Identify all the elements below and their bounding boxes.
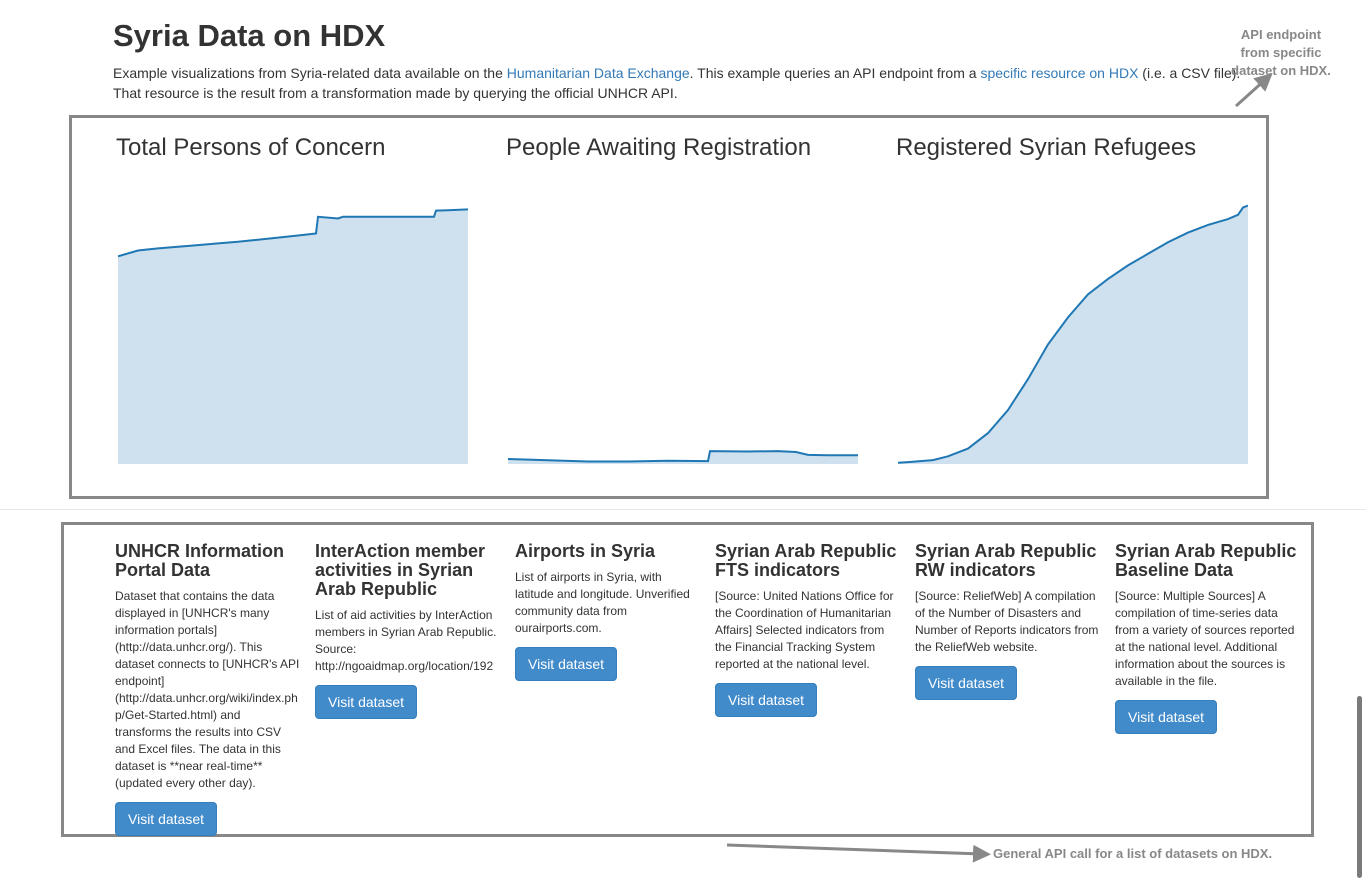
dataset-title: Syrian Arab Republic FTS indicators — [715, 541, 897, 580]
dataset-card: Syrian Arab Republic FTS indicators [Sou… — [715, 542, 900, 717]
dataset-card: Syrian Arab Republic Baseline Data [Sour… — [1115, 542, 1300, 734]
intro-text-part: . This example queries an API endpoint f… — [689, 65, 981, 81]
dataset-title: InterAction member activities in Syrian … — [315, 541, 486, 599]
chart-area — [898, 205, 1248, 464]
arrow-bottom — [726, 843, 991, 863]
chart-area — [118, 209, 468, 464]
dataset-card: Syrian Arab Republic RW indicators [Sour… — [915, 542, 1100, 700]
dataset-title: UNHCR Information Portal Data — [115, 541, 284, 580]
visit-dataset-button[interactable]: Visit dataset — [115, 802, 218, 836]
dataset-description: Dataset that contains the data displayed… — [115, 589, 300, 790]
intro-text-part: Example visualizations from Syria-relate… — [113, 65, 507, 81]
page-title: Syria Data on HDX — [113, 18, 386, 53]
api-endpoint-annotation: API endpoint from specific dataset on HD… — [1231, 27, 1331, 78]
dataset-card: Airports in Syria List of airports in Sy… — [515, 542, 700, 681]
intro-text-part: (i.e. a CSV file). That resource is the … — [113, 65, 1241, 101]
chart-series-line — [898, 204, 1248, 464]
hdx-link[interactable]: Humanitarian Data Exchange — [506, 65, 690, 81]
chart-registered-refugees: Registered Syrian Refugees — [852, 118, 1248, 496]
visit-dataset-button[interactable]: Visit dataset — [515, 647, 618, 681]
intro-text: Example visualizations from Syria-relate… — [113, 63, 1253, 103]
charts-panel: Total Persons of Concern People Awaiting… — [69, 115, 1269, 499]
chart-svg — [898, 204, 1248, 464]
datasets-panel: UNHCR Information Portal Data Dataset th… — [61, 522, 1314, 837]
chart-total-persons: Total Persons of Concern — [72, 118, 468, 496]
chart-svg — [508, 450, 858, 464]
dataset-title: Syrian Arab Republic Baseline Data — [1115, 541, 1297, 580]
section-divider — [0, 509, 1366, 510]
visit-dataset-button[interactable]: Visit dataset — [715, 683, 818, 717]
dataset-description: List of aid activities by InterAction me… — [315, 608, 497, 673]
visit-dataset-button[interactable]: Visit dataset — [1115, 700, 1218, 734]
dataset-card: InterAction member activities in Syrian … — [315, 542, 500, 719]
specific-resource-link[interactable]: specific resource on HDX — [980, 65, 1139, 81]
dataset-description: List of airports in Syria, with latitude… — [515, 570, 690, 635]
chart-svg — [118, 208, 468, 464]
page-scrollbar[interactable] — [1357, 696, 1362, 878]
chart-awaiting-registration: People Awaiting Registration — [462, 118, 858, 496]
chart-title: People Awaiting Registration — [506, 134, 812, 161]
dataset-title: Airports in Syria — [515, 541, 656, 561]
dataset-title: Syrian Arab Republic RW indicators — [915, 541, 1097, 580]
general-api-annotation: General API call for a list of datasets … — [993, 846, 1273, 861]
dataset-description: [Source: Multiple Sources] A compilation… — [1115, 589, 1295, 688]
visit-dataset-button[interactable]: Visit dataset — [915, 666, 1018, 700]
chart-title: Registered Syrian Refugees — [896, 134, 1197, 161]
chart-area — [508, 451, 858, 464]
dataset-description: [Source: ReliefWeb] A compilation of the… — [915, 589, 1099, 654]
chart-series-line — [508, 450, 858, 463]
dataset-description: [Source: United Nations Office for the C… — [715, 589, 894, 671]
visit-dataset-button[interactable]: Visit dataset — [315, 685, 418, 719]
chart-title: Total Persons of Concern — [116, 134, 386, 161]
dataset-card: UNHCR Information Portal Data Dataset th… — [115, 542, 300, 836]
chart-series-line — [118, 208, 468, 258]
